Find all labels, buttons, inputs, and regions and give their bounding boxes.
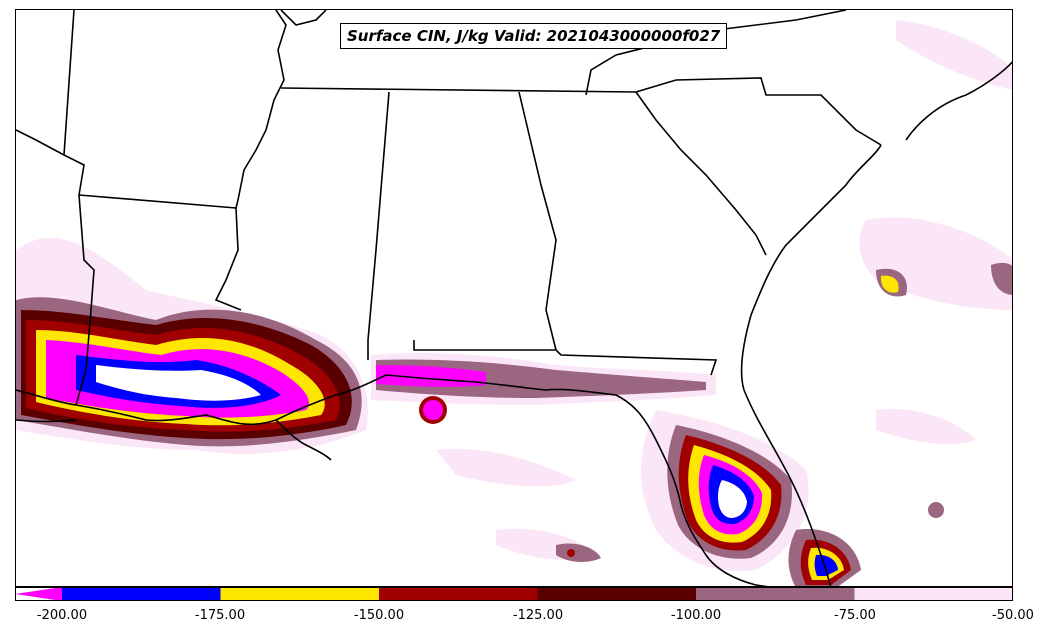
state-boundaries xyxy=(16,10,1012,586)
tick-label: -100.00 xyxy=(670,608,722,623)
colorbar-segment xyxy=(220,587,380,601)
tick-label: -175.00 xyxy=(194,608,246,623)
colorbar-segment xyxy=(854,587,1014,601)
map-title: Surface CIN, J/kg Valid: 2021043000000f0… xyxy=(340,23,728,49)
tick-label: -200.00 xyxy=(36,608,88,623)
tick-label: -125.00 xyxy=(512,608,564,623)
tick-label: -150.00 xyxy=(353,608,405,623)
colorbar-segment xyxy=(537,587,697,601)
colorbar-segment xyxy=(696,587,855,601)
colorbar-extend-min xyxy=(15,587,62,601)
colorbar-segment xyxy=(379,587,538,601)
map-panel: Surface CIN, J/kg Valid: 2021043000000f0… xyxy=(15,9,1013,587)
tick-label: -50.00 xyxy=(992,608,1034,623)
colorbar-outline xyxy=(15,587,1013,601)
colorbar-segments xyxy=(62,587,1014,601)
colorbar-segment xyxy=(62,587,221,601)
cin-map xyxy=(16,10,1012,586)
cin-shading xyxy=(16,20,1012,586)
tick-label: -75.00 xyxy=(834,608,876,623)
colorbar xyxy=(15,587,1014,601)
